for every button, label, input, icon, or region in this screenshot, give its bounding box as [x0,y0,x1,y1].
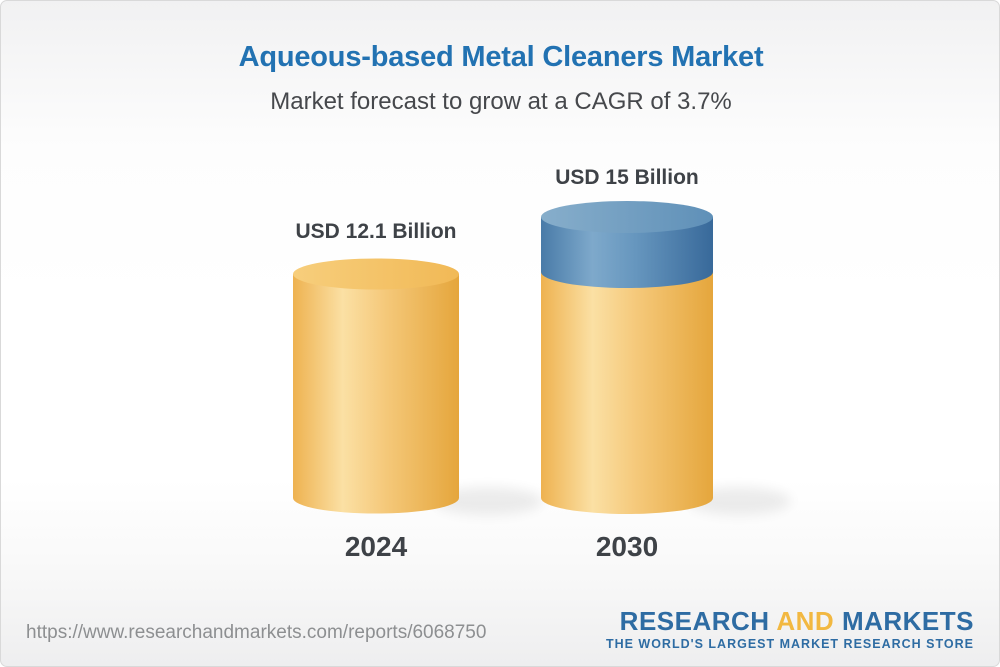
bar-2030-top [541,201,713,233]
category-label-2024: 2024 [344,531,408,562]
research-and-markets-logo: RESEARCH AND MARKETS THE WORLD'S LARGEST… [606,607,974,651]
bar-2024-bottom [293,482,459,514]
bar-2024-top [293,258,459,290]
cylinder-shadow-2024 [433,487,543,515]
value-label-2024: USD 12.1 Billion [295,220,457,243]
bar-2024 [293,258,459,514]
bar-2024-body [293,274,459,498]
logo-word-markets: MARKETS [841,606,974,636]
bar-2030-growth-segment [541,201,713,288]
value-label-2030: USD 15 Billion [555,166,699,189]
bar-2030 [541,201,713,514]
bar-2030-base-body [541,272,713,498]
logo-word-and: AND [776,606,835,636]
category-label-2030: 2030 [595,531,659,562]
bar-2030-bottom [541,482,713,514]
logo-word-research: RESEARCH [619,606,770,636]
bar-2030-growth-boundary [541,256,713,288]
logo-tagline: THE WORLD'S LARGEST MARKET RESEARCH STOR… [605,637,974,651]
report-url: https://www.researchandmarkets.com/repor… [26,622,487,643]
page-title: Aqueous-based Metal Cleaners Market [238,41,764,73]
logo-wordmark: RESEARCH AND MARKETS [606,607,974,635]
page-subtitle: Market forecast to grow at a CAGR of 3.7… [270,88,732,115]
